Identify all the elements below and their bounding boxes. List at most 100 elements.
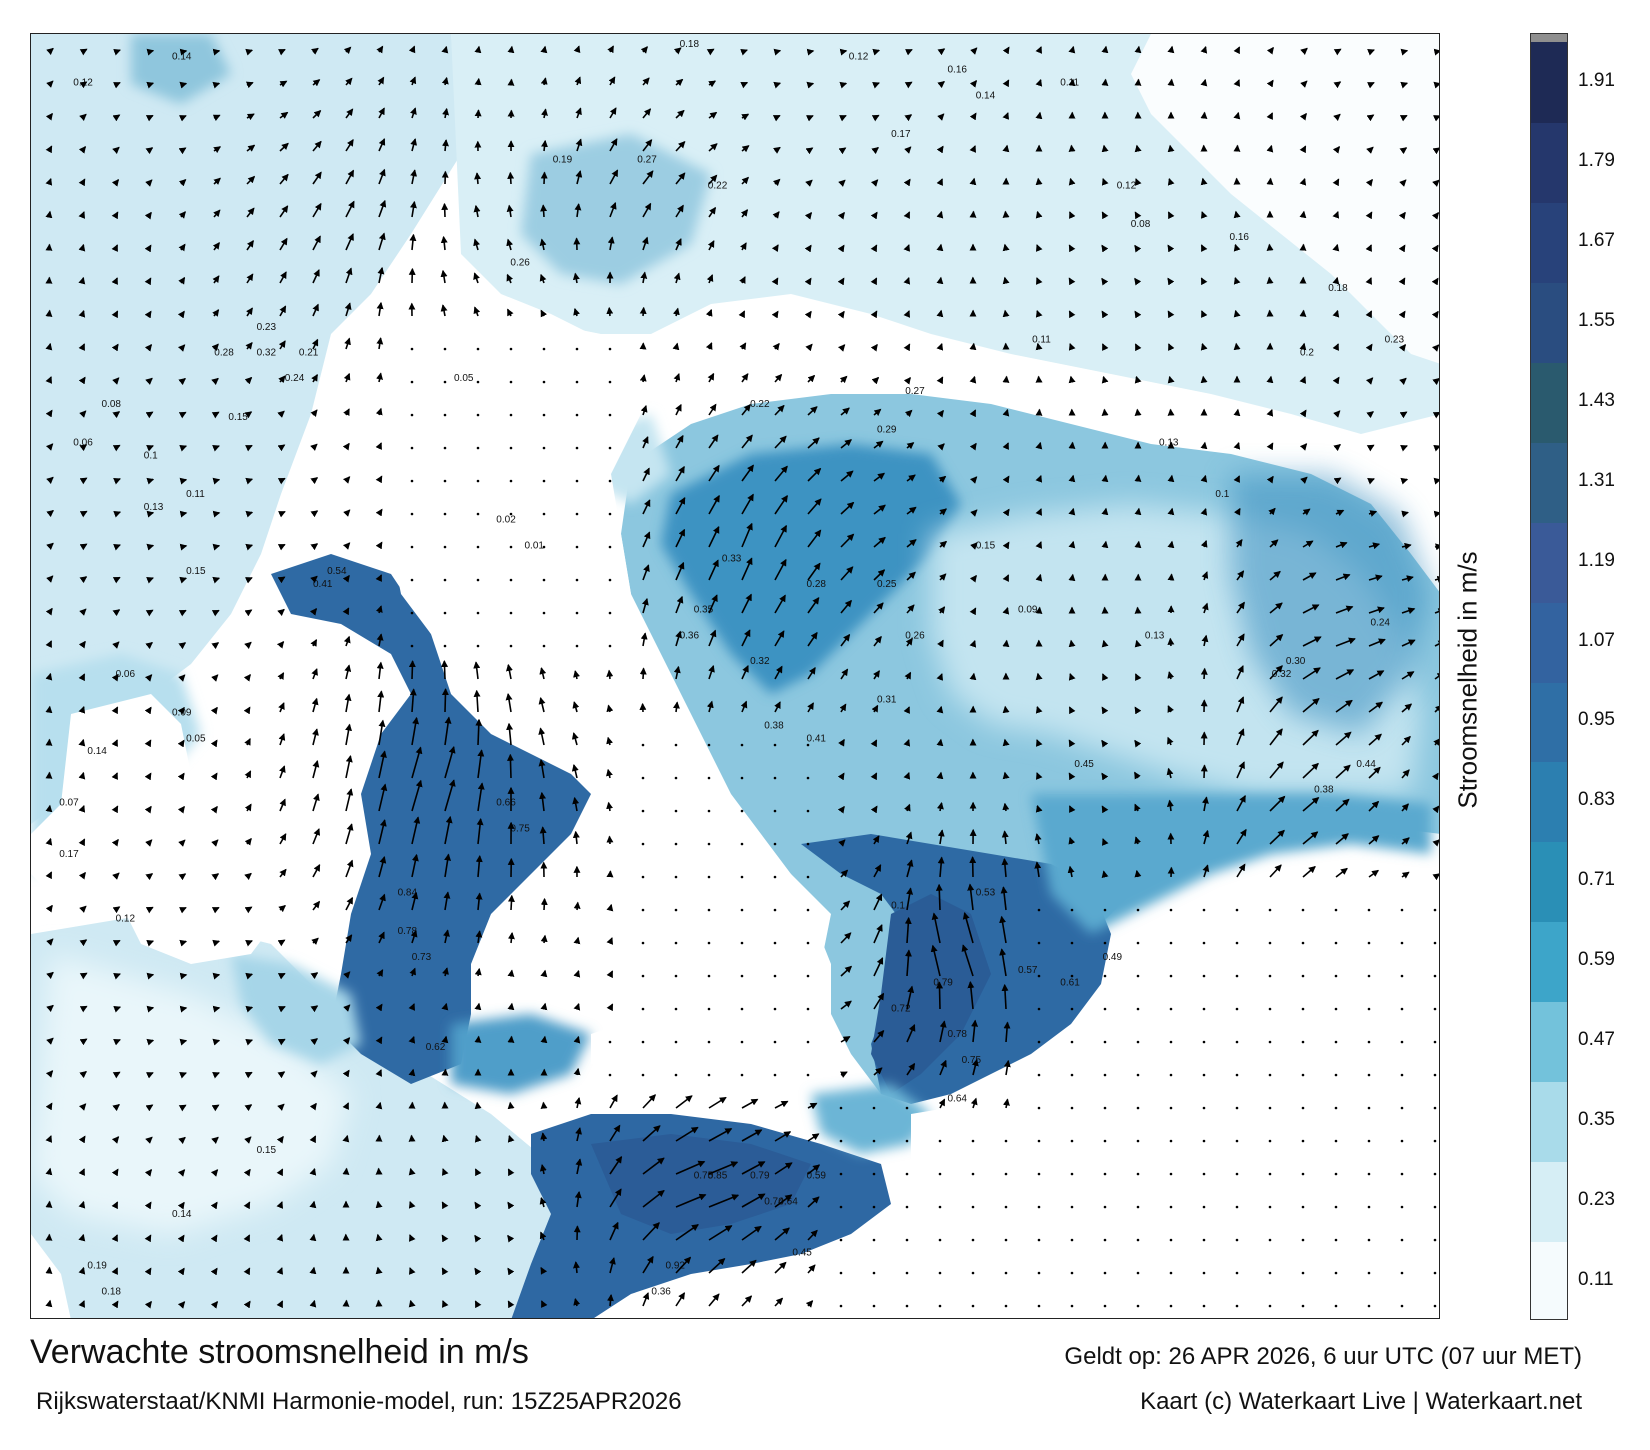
current-arrow bbox=[1068, 277, 1076, 286]
arrow-dot bbox=[1433, 974, 1437, 978]
current-arrow bbox=[145, 377, 153, 385]
current-arrow bbox=[904, 949, 912, 977]
current-arrow bbox=[739, 342, 747, 351]
current-arrow bbox=[212, 510, 221, 518]
current-arrow bbox=[473, 272, 480, 284]
arrow-dot bbox=[542, 446, 546, 450]
current-arrow bbox=[708, 494, 720, 515]
current-arrow bbox=[1167, 144, 1175, 153]
arrow-dot bbox=[1268, 1304, 1272, 1308]
current-arrow bbox=[178, 211, 186, 219]
current-arrow bbox=[1401, 671, 1415, 680]
current-arrow bbox=[708, 111, 718, 119]
current-arrow bbox=[1400, 48, 1409, 56]
current-arrow bbox=[410, 929, 418, 944]
current-arrow bbox=[474, 1101, 482, 1110]
current-arrow bbox=[1302, 604, 1320, 614]
current-arrow bbox=[211, 906, 220, 914]
speed-label: 0.13 bbox=[1145, 630, 1165, 641]
arrow-dot bbox=[1037, 1172, 1041, 1176]
arrow-dot bbox=[674, 1040, 678, 1044]
current-arrow bbox=[310, 639, 318, 647]
arrow-dot bbox=[410, 644, 414, 648]
current-arrow bbox=[411, 779, 423, 812]
current-arrow bbox=[1068, 375, 1076, 384]
current-arrow bbox=[675, 1256, 692, 1274]
arrow-dot bbox=[1070, 941, 1074, 945]
arrow-dot bbox=[1235, 974, 1239, 978]
sea-area bbox=[31, 34, 1439, 1318]
current-arrow bbox=[277, 510, 286, 518]
colorbar-band bbox=[1531, 42, 1567, 123]
current-arrow bbox=[1167, 277, 1175, 286]
current-arrow bbox=[642, 1125, 661, 1142]
credit-link[interactable]: Kaart (c) Waterkaart Live | Waterkaart.n… bbox=[1140, 1388, 1582, 1415]
current-arrow bbox=[177, 344, 186, 352]
current-arrow bbox=[276, 1201, 284, 1209]
current-arrow bbox=[310, 477, 319, 485]
current-arrow bbox=[45, 672, 53, 681]
current-arrow bbox=[939, 573, 947, 581]
current-arrow bbox=[1069, 211, 1076, 220]
current-arrow bbox=[774, 373, 783, 383]
speed-label: 0.08 bbox=[102, 399, 122, 410]
current-arrow bbox=[442, 107, 450, 119]
arrow-dot bbox=[1235, 1106, 1239, 1110]
current-arrow bbox=[79, 81, 88, 89]
current-arrow bbox=[540, 1300, 548, 1309]
arrow-dot bbox=[872, 1172, 876, 1176]
arrow-dot bbox=[608, 578, 612, 582]
current-arrow bbox=[905, 831, 913, 845]
current-arrow bbox=[1266, 276, 1274, 285]
current-arrow bbox=[804, 212, 813, 220]
current-arrow bbox=[505, 663, 513, 680]
current-arrow bbox=[540, 1002, 548, 1011]
current-arrow bbox=[113, 477, 121, 485]
current-arrow bbox=[1365, 211, 1373, 220]
current-arrow bbox=[441, 1234, 449, 1243]
current-arrow bbox=[178, 1136, 186, 1145]
current-arrow bbox=[1332, 276, 1340, 285]
current-arrow bbox=[144, 310, 152, 319]
current-arrow bbox=[146, 1038, 155, 1046]
arrow-dot bbox=[1103, 1007, 1107, 1011]
current-arrow bbox=[1401, 837, 1410, 845]
arrow-dot bbox=[410, 545, 414, 549]
current-arrow bbox=[78, 871, 86, 880]
current-arrow bbox=[212, 576, 221, 584]
arrow-dot bbox=[1433, 1172, 1437, 1176]
current-arrow bbox=[1368, 869, 1380, 878]
current-arrow bbox=[840, 470, 854, 482]
arrow-dot bbox=[542, 347, 546, 351]
current-arrow bbox=[1035, 277, 1043, 285]
current-arrow bbox=[311, 937, 319, 945]
current-arrow bbox=[642, 77, 650, 86]
current-arrow bbox=[871, 376, 880, 385]
current-arrow bbox=[408, 1134, 416, 1142]
current-arrow bbox=[1401, 575, 1414, 583]
current-arrow bbox=[312, 269, 320, 284]
current-arrow bbox=[212, 1005, 221, 1013]
arrow-dot bbox=[1169, 1106, 1173, 1110]
arrow-dot bbox=[608, 413, 612, 417]
arrow-dot bbox=[542, 479, 546, 483]
arrow-dot bbox=[1268, 1238, 1272, 1242]
current-arrow bbox=[144, 1169, 153, 1177]
current-arrow bbox=[146, 444, 154, 452]
current-arrow bbox=[675, 204, 684, 218]
current-arrow bbox=[1068, 310, 1076, 319]
current-arrow bbox=[807, 1102, 818, 1110]
arrow-dot bbox=[575, 512, 579, 516]
current-arrow bbox=[806, 81, 815, 89]
arrow-dot bbox=[509, 611, 513, 615]
current-arrow bbox=[1200, 441, 1208, 450]
current-arrow bbox=[210, 1301, 219, 1309]
current-arrow bbox=[507, 1168, 515, 1177]
current-arrow bbox=[640, 404, 648, 416]
current-arrow bbox=[1134, 211, 1142, 220]
current-arrow bbox=[1302, 797, 1320, 812]
current-arrow bbox=[145, 609, 154, 617]
current-arrow bbox=[1302, 865, 1316, 878]
current-arrow bbox=[839, 48, 848, 56]
current-arrow bbox=[838, 179, 846, 187]
